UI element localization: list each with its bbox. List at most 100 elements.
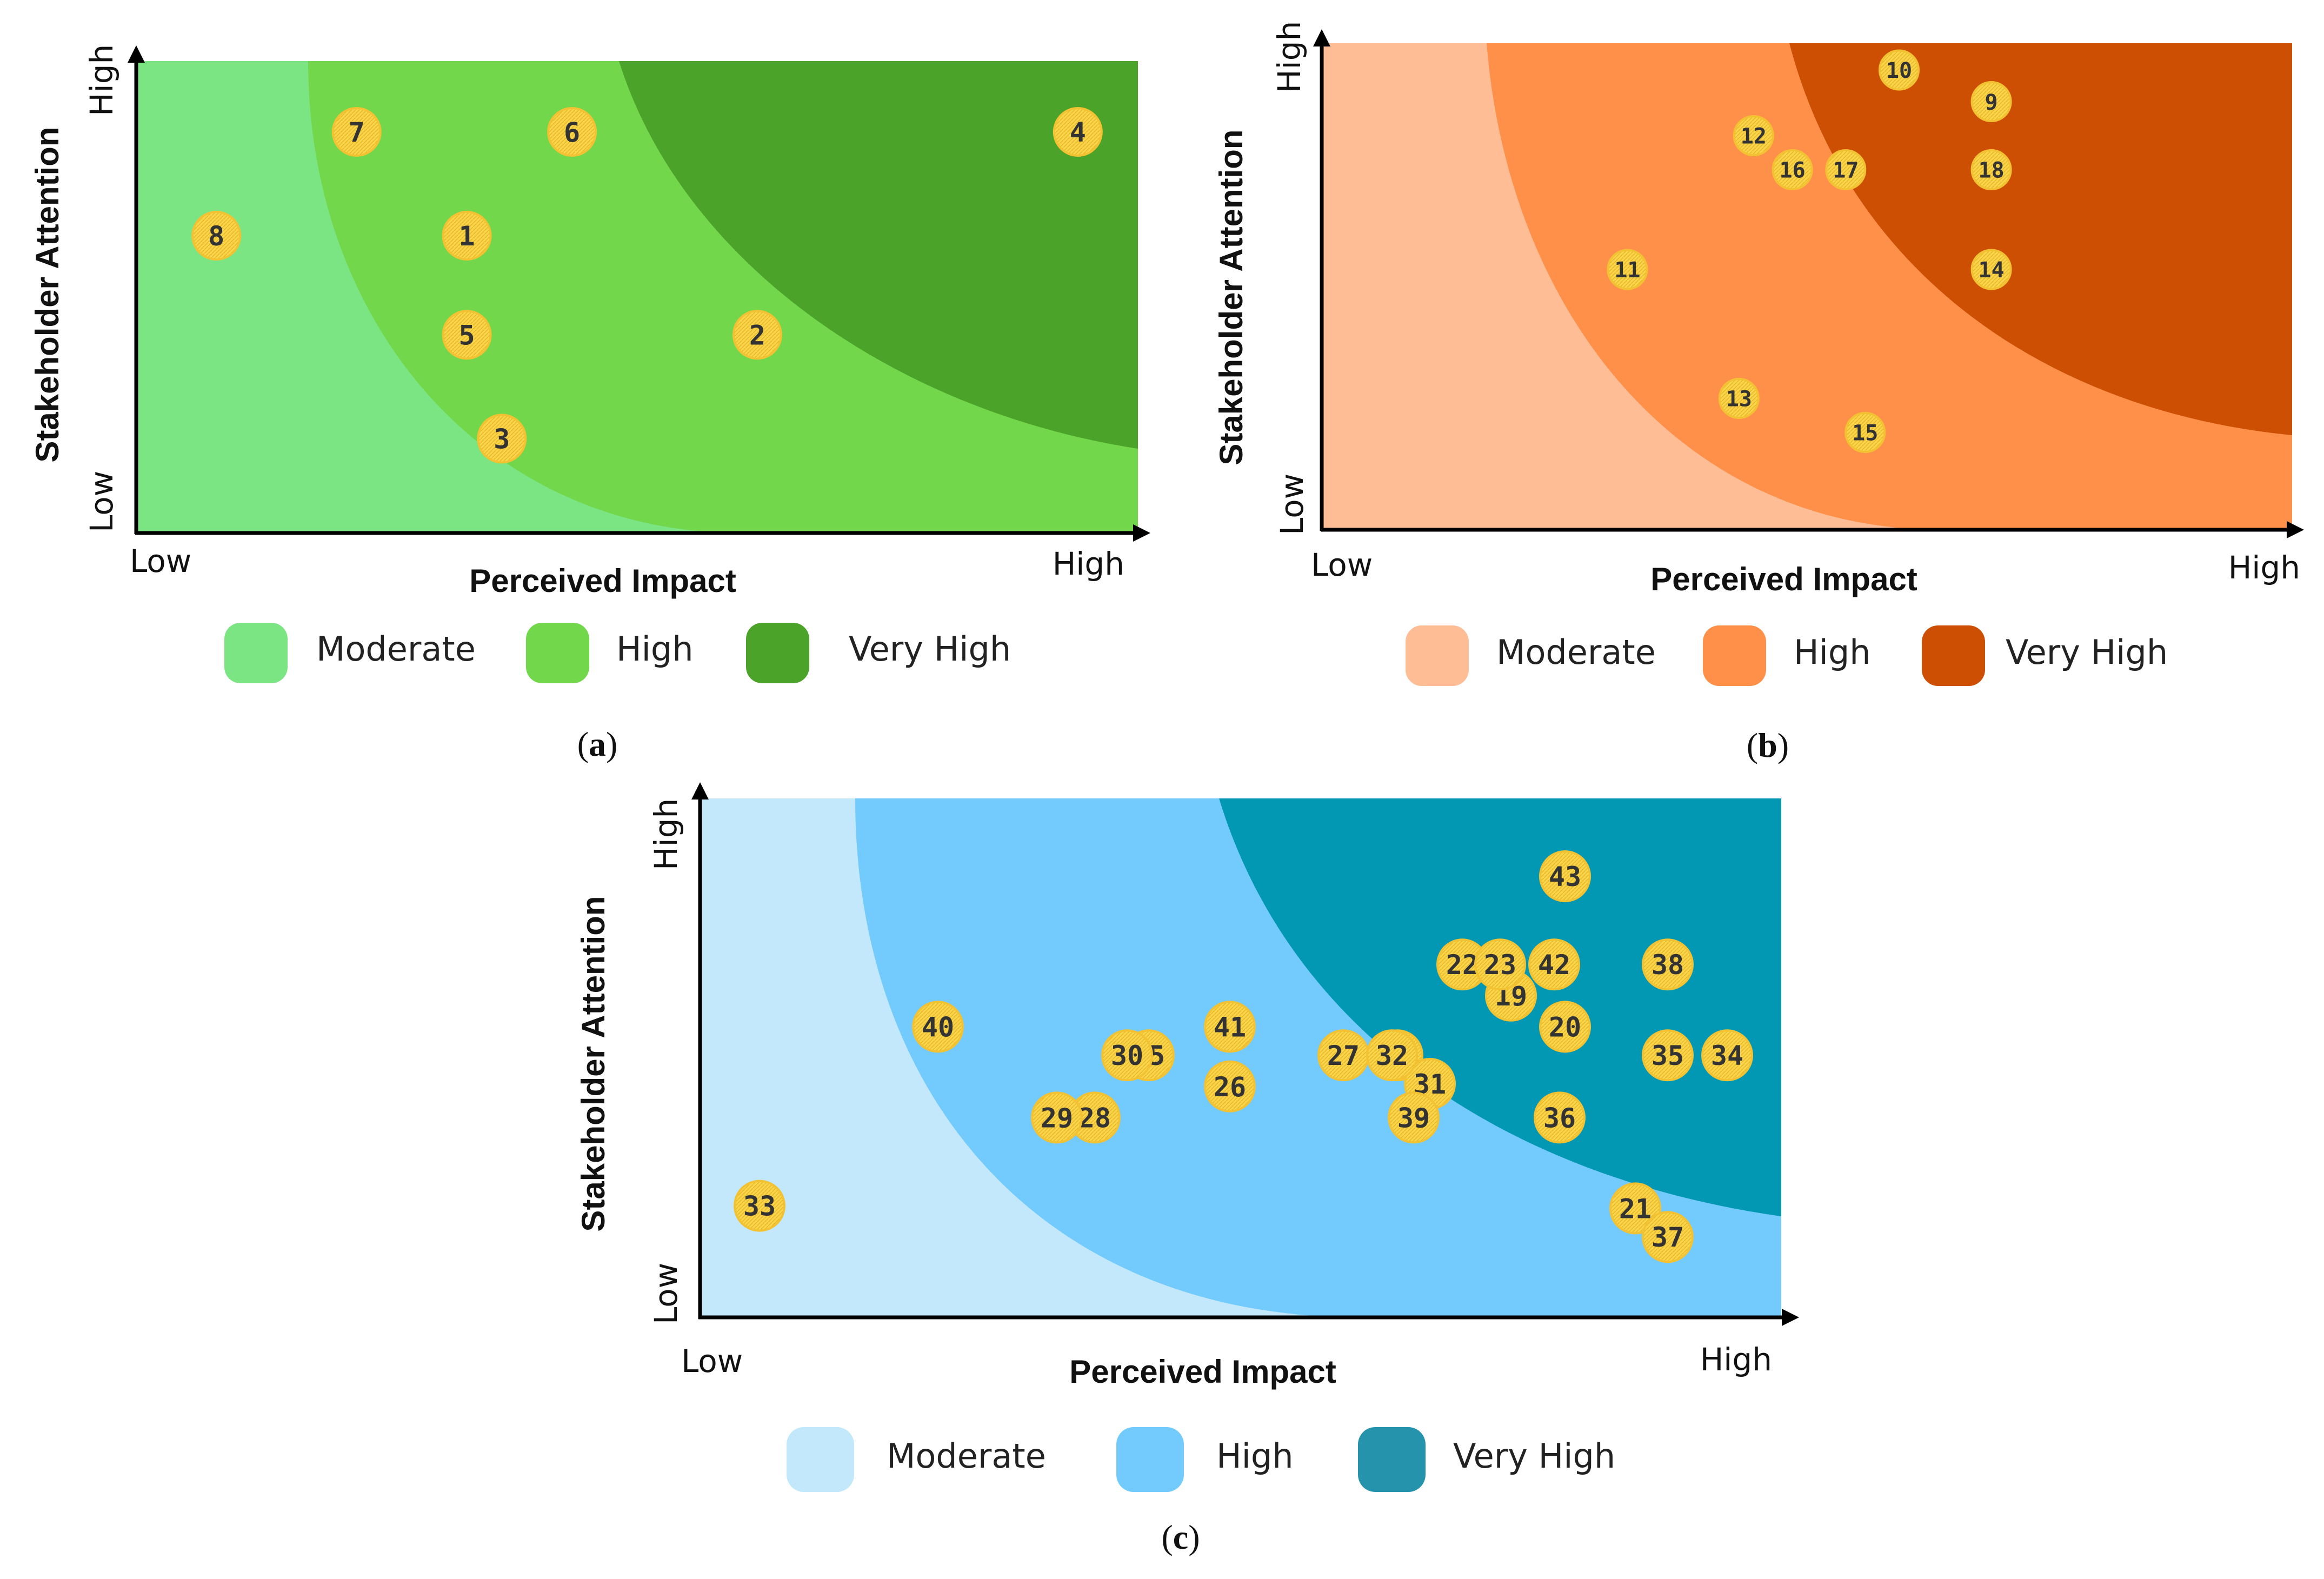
point-43: 43: [1539, 850, 1591, 902]
point-36: 36: [1534, 1091, 1586, 1144]
legend-label-very-high-b: Very High: [2006, 632, 2168, 672]
point-label-4: 4: [1070, 117, 1086, 148]
y-axis-title-b: Stakeholder Attention: [1213, 129, 1249, 465]
point-label-16: 16: [1780, 158, 1806, 183]
point-35: 35: [1642, 1029, 1694, 1082]
point-marker-17: [1825, 149, 1867, 190]
y-axis-title-c: Stakeholder Attention: [575, 896, 611, 1231]
legend-item-very-high-b: Very High: [1922, 625, 2168, 686]
point-marker-8: [191, 211, 242, 261]
legend-label-high-a: High: [616, 629, 694, 669]
point-20: 20: [1539, 1001, 1591, 1053]
legend-swatch-high-c: [1116, 1427, 1184, 1492]
x-axis-title-c: Perceived Impact: [1069, 1354, 1336, 1390]
point-marker-14: [1970, 249, 2012, 290]
point-38: 38: [1642, 938, 1694, 991]
y-tick-low-c: Low: [648, 1263, 684, 1324]
point-41: 41: [1204, 1001, 1256, 1053]
point-label-40: 40: [922, 1011, 954, 1043]
point-marker-36: [1534, 1091, 1586, 1144]
point-marker-26: [1204, 1060, 1256, 1112]
point-label-41: 41: [1214, 1011, 1246, 1043]
point-10: 10: [1879, 49, 1920, 91]
y-tick-low-b: Low: [1274, 474, 1310, 535]
legend-item-moderate-c: Moderate: [787, 1427, 1046, 1492]
point-label-2: 2: [749, 319, 765, 351]
point-32: 32: [1366, 1029, 1418, 1082]
point-1: 1: [442, 211, 492, 261]
point-marker-10: [1879, 49, 1920, 91]
point-18: 18: [1970, 149, 2012, 190]
point-27: 27: [1317, 1029, 1369, 1082]
legend-c: Moderate High Very High: [787, 1427, 1615, 1492]
point-label-34: 34: [1711, 1040, 1743, 1071]
point-7: 7: [331, 107, 382, 157]
plot-area-a: 1 2 3 4 5 6 7 8: [136, 61, 1138, 533]
point-marker-20: [1539, 1001, 1591, 1053]
point-label-36: 36: [1543, 1102, 1576, 1134]
legend-item-moderate-b: Moderate: [1406, 625, 1656, 686]
point-37: 37: [1642, 1211, 1694, 1263]
point-label-33: 33: [743, 1191, 776, 1222]
legend-label-moderate-a: Moderate: [316, 629, 476, 669]
legend-swatch-moderate-a: [224, 623, 288, 683]
point-label-32: 32: [1376, 1040, 1408, 1071]
point-marker-39: [1388, 1091, 1440, 1144]
point-label-21: 21: [1619, 1193, 1652, 1224]
point-label-35: 35: [1652, 1040, 1684, 1071]
point-6: 6: [547, 107, 597, 157]
point-marker-15: [1844, 412, 1886, 453]
point-marker-13: [1718, 378, 1760, 419]
caption-c: (c): [1161, 1518, 1200, 1556]
x-tick-low-a: Low: [130, 543, 191, 579]
point-26: 26: [1204, 1060, 1256, 1112]
y-axis-arrow-c: [691, 782, 709, 800]
point-marker-5: [442, 310, 492, 360]
legend-swatch-moderate-b: [1406, 625, 1469, 686]
y-axis-arrow-a: [128, 45, 145, 63]
point-label-5: 5: [458, 319, 475, 351]
panel-a: 1 2 3 4 5 6 7 8 Low High Perceived Impact Low H…: [29, 44, 1150, 763]
legend-item-high-b: High: [1703, 625, 1871, 686]
panel-c: 1920212223242526272829303132333435363738…: [575, 782, 1799, 1556]
zone-very-high-a: [619, 61, 1138, 449]
legend-swatch-high-a: [526, 623, 589, 683]
legend-label-high-b: High: [1794, 632, 1871, 672]
legend-item-high-c: High: [1116, 1427, 1294, 1492]
point-8: 8: [191, 211, 242, 261]
caption-a: (a): [577, 725, 618, 763]
point-label-29: 29: [1041, 1102, 1073, 1134]
plot-area-c: 1920212223242526272829303132333435363738…: [700, 798, 1781, 1317]
point-marker-11: [1607, 249, 1648, 290]
legend-item-very-high-c: Very High: [1358, 1427, 1615, 1492]
x-axis-title-a: Perceived Impact: [469, 563, 736, 599]
point-label-39: 39: [1397, 1102, 1430, 1134]
point-39: 39: [1388, 1091, 1440, 1144]
legend-label-moderate-c: Moderate: [887, 1436, 1046, 1476]
y-tick-high-c: High: [648, 798, 684, 870]
point-marker-33: [734, 1180, 785, 1232]
point-30: 30: [1101, 1029, 1153, 1082]
point-marker-40: [912, 1001, 964, 1053]
legend-label-very-high-a: Very High: [849, 629, 1011, 669]
point-marker-23: [1474, 938, 1526, 991]
point-12: 12: [1733, 115, 1774, 156]
point-marker-12: [1733, 115, 1774, 156]
points-c: 1920212223242526272829303132333435363738…: [734, 850, 1753, 1263]
plot-area-b: 9 10 11 12 13 14 15 16 17 18: [1322, 43, 2292, 530]
point-label-37: 37: [1652, 1222, 1684, 1253]
legend-swatch-very-high-c: [1358, 1427, 1426, 1492]
point-22: 22: [1436, 938, 1488, 991]
zone-very-high-b: [1789, 43, 2292, 435]
legend-label-high-c: High: [1216, 1436, 1294, 1476]
point-marker-6: [547, 107, 597, 157]
x-axis-arrow-c: [1782, 1309, 1799, 1326]
point-label-13: 13: [1726, 387, 1752, 411]
x-tick-high-b: High: [2228, 549, 2300, 586]
point-label-28: 28: [1078, 1102, 1111, 1134]
point-marker-34: [1701, 1029, 1753, 1082]
y-axis-title-a: Stakeholder Attention: [29, 126, 65, 462]
x-axis-arrow-b: [2287, 521, 2304, 538]
legend-item-very-high-a: Very High: [746, 623, 1011, 683]
